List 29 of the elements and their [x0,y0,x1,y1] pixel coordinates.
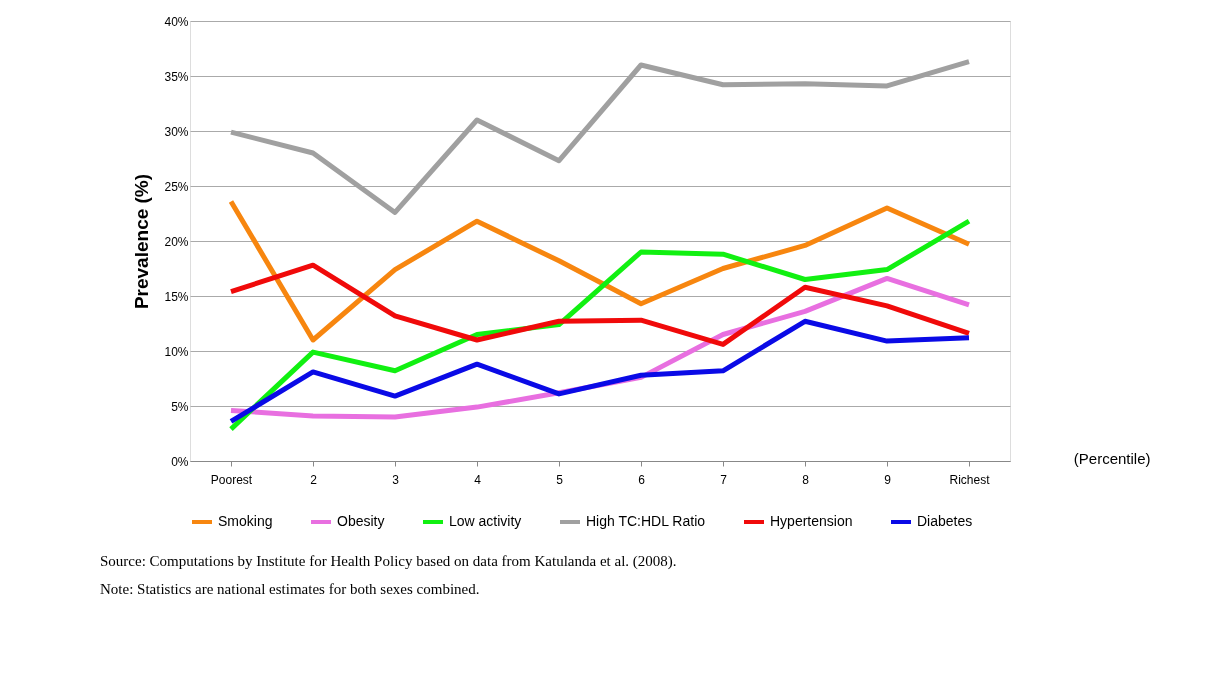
legend-label: Hypertension [770,513,853,529]
y-tick-label: 15% [164,289,189,304]
x-axis-title: (Percentile) [1073,449,1151,467]
x-tick-label: 9 [884,472,892,487]
x-tick-label: 2 [310,472,318,487]
legend-label: Smoking [218,513,273,529]
x-tick-label: 6 [638,472,646,487]
y-tick-label: 20% [164,234,189,249]
y-tick-label: 35% [164,69,189,84]
y-tick-label: 25% [164,179,189,194]
y-tick-label: 10% [164,344,189,359]
y-axis-title: Prevalence (%) [131,173,153,310]
x-tick-label: Richest [949,472,991,487]
text: Note: Statistics are national estimates for both sexes combined. [100,581,480,597]
y-tick-label: 30% [164,124,189,139]
legend-label: Obesity [337,513,385,529]
x-tick-label: 5 [556,472,564,487]
legend-label: Diabetes [917,513,973,529]
y-tick-label: 40% [164,14,189,29]
x-tick-label: 8 [802,472,810,487]
source-note: Source: Computations by Institute for Health Policy based on data from Katulanda et al. (2008). [100,553,677,570]
x-tick-label: 3 [392,472,400,487]
legend-label: High TC:HDL Ratio [586,513,706,529]
x-tick-label: 4 [474,472,482,487]
y-tick-label: 0% [171,454,189,469]
x-tick-label: 7 [720,472,728,487]
x-tick-label: Poorest [210,472,253,487]
legend-label: Low activity [449,513,522,529]
y-tick-label: 5% [171,399,189,414]
